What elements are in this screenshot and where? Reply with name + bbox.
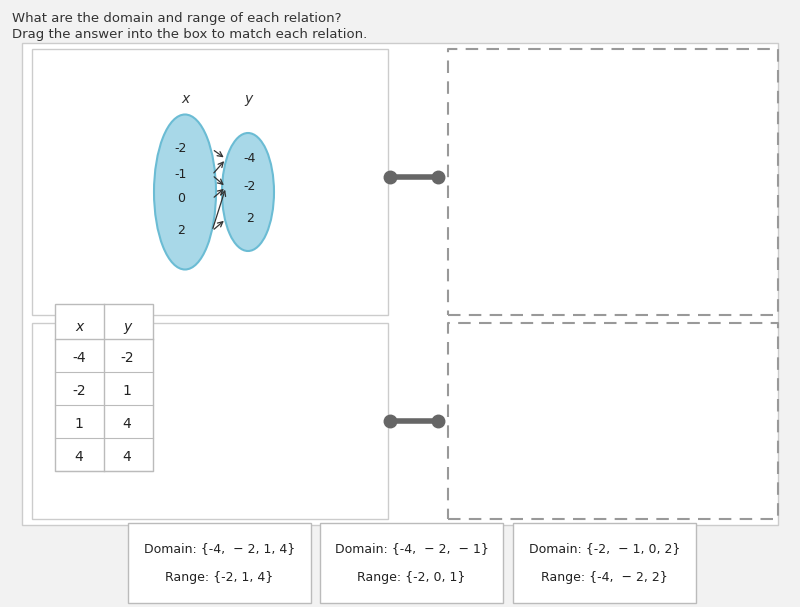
Text: 2: 2	[246, 212, 254, 225]
Text: y: y	[244, 92, 252, 106]
Text: -4: -4	[72, 351, 86, 365]
Ellipse shape	[154, 115, 216, 270]
Text: Drag the answer into the box to match each relation.: Drag the answer into the box to match ea…	[12, 28, 367, 41]
Text: -1: -1	[175, 169, 187, 181]
Text: Range: {-2, 0, 1}: Range: {-2, 0, 1}	[358, 571, 466, 584]
Text: x: x	[75, 320, 83, 334]
Text: 1: 1	[122, 384, 131, 398]
Bar	[55, 304, 153, 471]
Text: Domain: {-4,  − 2,  − 1}: Domain: {-4, − 2, − 1}	[334, 542, 489, 555]
Text: 4: 4	[122, 417, 131, 431]
Text: -2: -2	[244, 180, 256, 194]
Text: 0: 0	[177, 192, 185, 206]
Text: 1: 1	[74, 417, 83, 431]
Text: -2: -2	[120, 351, 134, 365]
Text: What are the domain and range of each relation?: What are the domain and range of each re…	[12, 12, 342, 25]
Bar	[128, 523, 311, 603]
Bar	[513, 523, 696, 603]
Text: 4: 4	[74, 450, 83, 464]
Bar	[32, 49, 388, 315]
Bar	[22, 43, 778, 525]
Text: -2: -2	[72, 384, 86, 398]
Text: Domain: {-2,  − 1, 0, 2}: Domain: {-2, − 1, 0, 2}	[529, 542, 680, 555]
Text: x: x	[181, 92, 189, 106]
Ellipse shape	[222, 133, 274, 251]
Text: Range: {-2, 1, 4}: Range: {-2, 1, 4}	[166, 571, 274, 584]
Text: 2: 2	[177, 225, 185, 237]
Text: y: y	[123, 320, 131, 334]
Bar	[320, 523, 503, 603]
Text: Domain: {-4,  − 2, 1, 4}: Domain: {-4, − 2, 1, 4}	[144, 542, 295, 555]
Text: Range: {-4,  − 2, 2}: Range: {-4, − 2, 2}	[541, 571, 668, 584]
Text: -4: -4	[244, 152, 256, 166]
Text: 4: 4	[122, 450, 131, 464]
Bar	[32, 323, 388, 519]
Text: -2: -2	[175, 143, 187, 155]
